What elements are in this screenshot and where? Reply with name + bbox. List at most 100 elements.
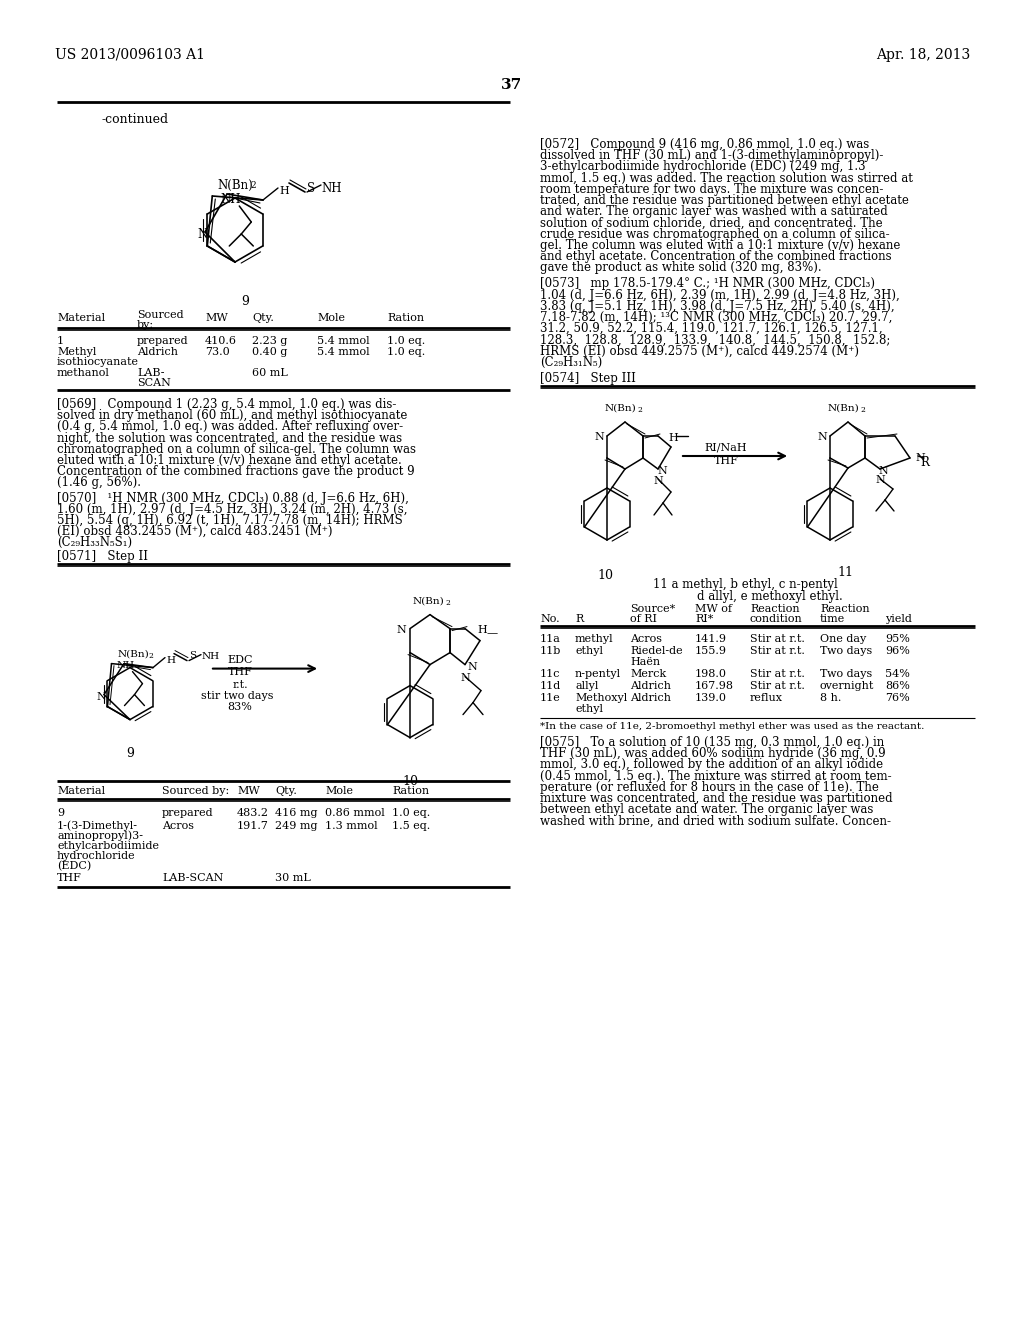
- Text: Source*: Source*: [630, 605, 675, 614]
- Text: mmol, 1.5 eq.) was added. The reaction solution was stirred at: mmol, 1.5 eq.) was added. The reaction s…: [540, 172, 912, 185]
- Text: N: N: [197, 228, 207, 242]
- Text: Two days: Two days: [820, 669, 872, 678]
- Text: 76%: 76%: [885, 693, 909, 704]
- Text: Ration: Ration: [392, 785, 429, 796]
- Text: 3.83 (q, J=5.1 Hz, 1H), 3.98 (d, J=7.5 Hz, 2H), 5.40 (s, 4H),: 3.83 (q, J=5.1 Hz, 1H), 3.98 (d, J=7.5 H…: [540, 300, 895, 313]
- Text: time: time: [820, 614, 845, 624]
- Text: 95%: 95%: [885, 634, 910, 644]
- Text: 128.3,  128.8,  128.9,  133.9,  140.8,  144.5,  150.8,  152.8;: 128.3, 128.8, 128.9, 133.9, 140.8, 144.5…: [540, 334, 891, 346]
- Text: Qty.: Qty.: [275, 785, 297, 796]
- Text: 2: 2: [860, 407, 865, 414]
- Text: methyl: methyl: [575, 634, 613, 644]
- Text: 1.60 (m, 1H), 2.97 (d, J=4.5 Hz, 3H), 3.24 (m, 2H), 4.73 (s,: 1.60 (m, 1H), 2.97 (d, J=4.5 Hz, 3H), 3.…: [57, 503, 408, 516]
- Text: 1.0 eq.: 1.0 eq.: [387, 347, 425, 356]
- Text: MW of: MW of: [695, 605, 732, 614]
- Text: 167.98: 167.98: [695, 681, 734, 690]
- Text: MW: MW: [205, 313, 227, 323]
- Text: isothiocyanate: isothiocyanate: [57, 356, 139, 367]
- Text: 5H), 5.54 (q, 1H), 6.92 (t, 1H), 7.17-7.78 (m, 14H); HRMS: 5H), 5.54 (q, 1H), 6.92 (t, 1H), 7.17-7.…: [57, 513, 402, 527]
- Text: [0571]   Step II: [0571] Step II: [57, 549, 148, 562]
- Text: US 2013/0096103 A1: US 2013/0096103 A1: [55, 48, 205, 62]
- Text: N: N: [96, 692, 105, 702]
- Text: 2: 2: [637, 407, 642, 414]
- Text: (0.4 g, 5.4 mmol, 1.0 eq.) was added. After refluxing over-: (0.4 g, 5.4 mmol, 1.0 eq.) was added. Af…: [57, 420, 403, 433]
- Text: chromatographed on a column of silica-gel. The column was: chromatographed on a column of silica-ge…: [57, 442, 416, 455]
- Text: prepared: prepared: [162, 808, 214, 817]
- Text: —: —: [487, 628, 498, 639]
- Text: reflux: reflux: [750, 693, 783, 704]
- Text: S: S: [307, 182, 315, 195]
- Text: between ethyl acetate and water. The organic layer was: between ethyl acetate and water. The org…: [540, 803, 873, 816]
- Text: 191.7: 191.7: [237, 821, 269, 830]
- Text: THF: THF: [57, 873, 82, 883]
- Text: 2: 2: [445, 598, 450, 607]
- Text: Qty.: Qty.: [252, 313, 273, 323]
- Text: RI*: RI*: [695, 614, 714, 624]
- Text: LAB-SCAN: LAB-SCAN: [162, 873, 223, 883]
- Text: Stir at r.t.: Stir at r.t.: [750, 645, 805, 656]
- Text: N: N: [396, 624, 406, 635]
- Text: N(Bn): N(Bn): [605, 404, 637, 413]
- Text: n-pentyl: n-pentyl: [575, 669, 622, 678]
- Text: 5.4 mmol: 5.4 mmol: [317, 337, 370, 346]
- Text: perature (or refluxed for 8 hours in the case of 11e). The: perature (or refluxed for 8 hours in the…: [540, 781, 879, 793]
- Text: 416 mg: 416 mg: [275, 808, 317, 817]
- Text: Reaction: Reaction: [750, 605, 800, 614]
- Text: N(Bn): N(Bn): [413, 597, 444, 606]
- Text: Stir at r.t.: Stir at r.t.: [750, 669, 805, 678]
- Text: allyl: allyl: [575, 681, 598, 690]
- Text: gel. The column was eluted with a 10:1 mixture (v/v) hexane: gel. The column was eluted with a 10:1 m…: [540, 239, 900, 252]
- Text: room temperature for two days. The mixture was concen-: room temperature for two days. The mixtu…: [540, 182, 884, 195]
- Text: Methyl: Methyl: [57, 347, 96, 356]
- Text: RI/NaH: RI/NaH: [705, 442, 748, 451]
- Text: H: H: [279, 186, 289, 195]
- Text: night, the solution was concentrated, and the residue was: night, the solution was concentrated, an…: [57, 432, 402, 445]
- Text: gave the product as white solid (320 mg, 83%).: gave the product as white solid (320 mg,…: [540, 261, 821, 275]
- Text: 0.86 mmol: 0.86 mmol: [325, 808, 385, 817]
- Text: solved in dry methanol (60 mL), and methyl isothiocyanate: solved in dry methanol (60 mL), and meth…: [57, 409, 408, 422]
- Text: H: H: [668, 433, 678, 444]
- Text: condition: condition: [750, 614, 803, 624]
- Text: 1: 1: [57, 337, 65, 346]
- Text: 2: 2: [250, 181, 256, 190]
- Text: NH: NH: [220, 193, 241, 206]
- Text: [0569]   Compound 1 (2.23 g, 5.4 mmol, 1.0 eq.) was dis-: [0569] Compound 1 (2.23 g, 5.4 mmol, 1.0…: [57, 399, 396, 411]
- Text: solution of sodium chloride, dried, and concentrated. The: solution of sodium chloride, dried, and …: [540, 216, 883, 230]
- Text: 410.6: 410.6: [205, 337, 237, 346]
- Text: 1.5 eq.: 1.5 eq.: [392, 821, 430, 830]
- Text: dissolved in THF (30 mL) and 1-(3-dimethylaminopropyl)-: dissolved in THF (30 mL) and 1-(3-dimeth…: [540, 149, 884, 162]
- Text: N(Bn): N(Bn): [828, 404, 860, 413]
- Text: 1.0 eq.: 1.0 eq.: [387, 337, 425, 346]
- Text: 9: 9: [126, 747, 134, 759]
- Text: H: H: [166, 656, 175, 664]
- Text: 2: 2: [148, 652, 153, 660]
- Text: ethyl: ethyl: [575, 645, 603, 656]
- Text: (C₂₉H₃₃N₅S₁): (C₂₉H₃₃N₅S₁): [57, 536, 132, 549]
- Text: (C₂₉H₃₁N₅): (C₂₉H₃₁N₅): [540, 356, 602, 368]
- Text: No.: No.: [540, 614, 560, 624]
- Text: Material: Material: [57, 785, 105, 796]
- Text: Riedel-de: Riedel-de: [630, 645, 683, 656]
- Text: Aldrich: Aldrich: [630, 681, 671, 690]
- Text: 96%: 96%: [885, 645, 910, 656]
- Text: 60 mL: 60 mL: [252, 368, 288, 378]
- Text: ethylcarbodiimide: ethylcarbodiimide: [57, 841, 159, 850]
- Text: 139.0: 139.0: [695, 693, 727, 704]
- Text: 10: 10: [402, 775, 418, 788]
- Text: Stir at r.t.: Stir at r.t.: [750, 681, 805, 690]
- Text: 31.2, 50.9, 52.2, 115.4, 119.0, 121.7, 126.1, 126.5, 127.1,: 31.2, 50.9, 52.2, 115.4, 119.0, 121.7, 1…: [540, 322, 883, 335]
- Text: washed with brine, and dried with sodium sulfate. Concen-: washed with brine, and dried with sodium…: [540, 814, 891, 828]
- Text: aminopropyl)3-: aminopropyl)3-: [57, 830, 143, 841]
- Text: MW: MW: [237, 785, 260, 796]
- Text: r.t.: r.t.: [232, 680, 248, 689]
- Text: Concentration of the combined fractions gave the product 9: Concentration of the combined fractions …: [57, 465, 415, 478]
- Text: of RI: of RI: [630, 614, 657, 624]
- Text: 9: 9: [57, 808, 65, 817]
- Text: Sourced by:: Sourced by:: [162, 785, 229, 796]
- Text: 155.9: 155.9: [695, 645, 727, 656]
- Text: Acros: Acros: [162, 821, 194, 830]
- Text: N: N: [657, 466, 667, 477]
- Text: Two days: Two days: [820, 645, 872, 656]
- Text: H: H: [477, 624, 486, 635]
- Text: N(Bn): N(Bn): [118, 649, 150, 659]
